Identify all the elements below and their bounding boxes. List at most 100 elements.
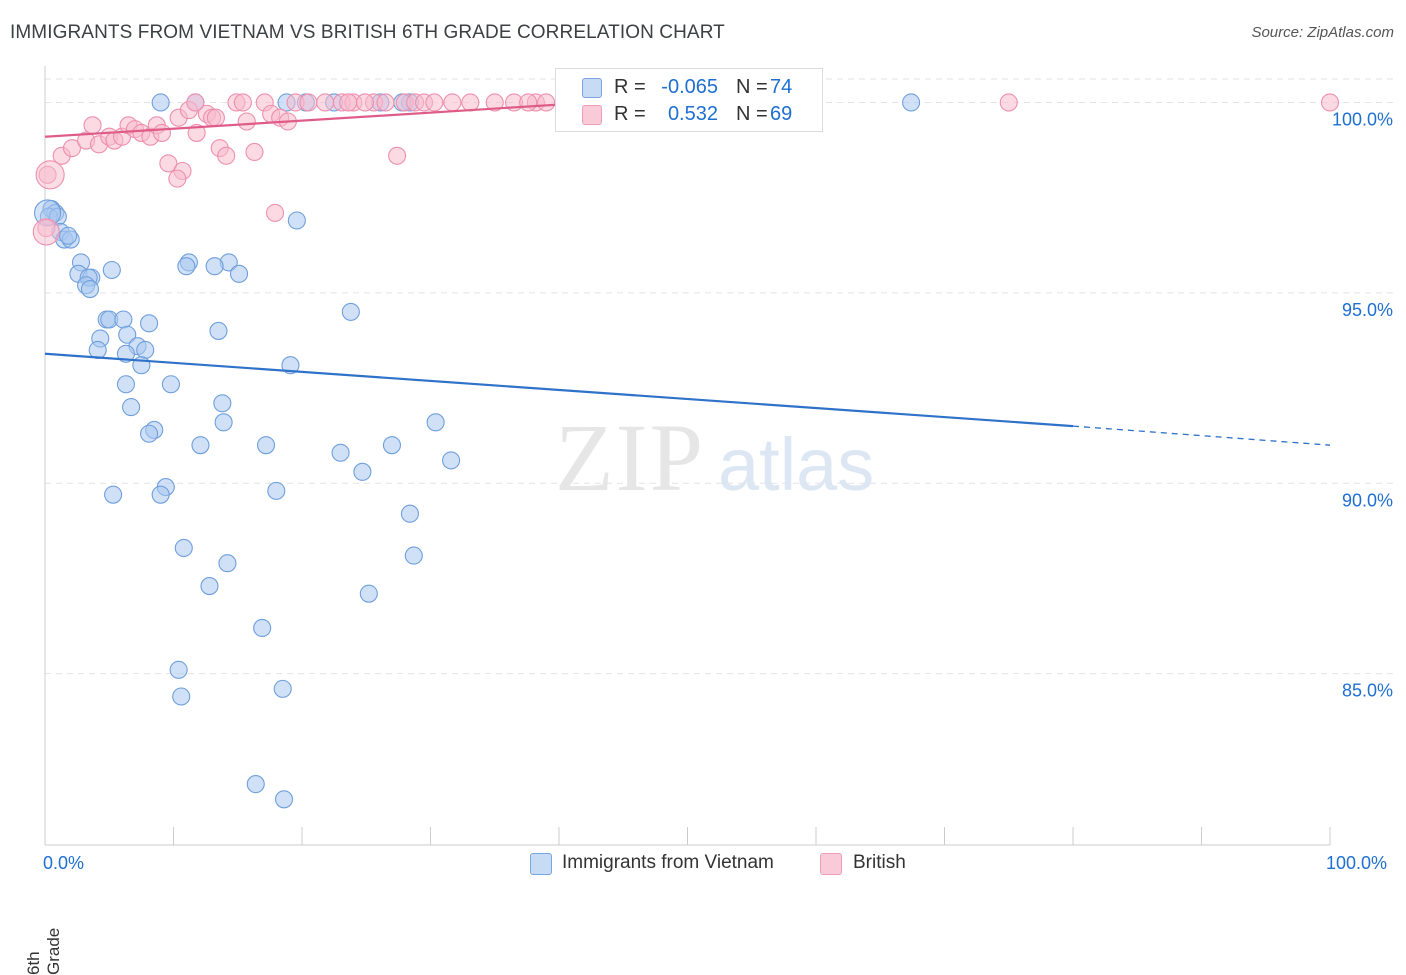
data-point [299, 93, 318, 112]
data-point [140, 424, 159, 443]
data-point [172, 687, 191, 706]
data-point [159, 154, 178, 173]
data-point [59, 226, 78, 245]
legend: R = -0.065 N = 74 R = 0.532 N = 69 [555, 68, 823, 132]
data-point [253, 618, 272, 638]
scatter-chart: ZIP atlas 85.0% 90.0% 95.0% 100.0% [32, 66, 1393, 846]
x-tick-label-max: 100.0% [1326, 853, 1388, 873]
data-point [168, 169, 187, 188]
legend-r-value: 0.532 [667, 103, 718, 125]
data-point [161, 375, 180, 394]
legend-r-value: -0.065 [661, 76, 718, 98]
data-point [388, 146, 407, 165]
data-point [206, 108, 225, 127]
data-point [152, 123, 171, 142]
data-point [404, 546, 423, 565]
data-point [177, 257, 196, 276]
data-point [83, 116, 102, 135]
data-point [151, 93, 170, 112]
data-point [355, 93, 375, 112]
y-axis-label: 6th Grade [24, 927, 63, 975]
data-point [218, 554, 237, 573]
data-point [151, 485, 170, 504]
data-point [169, 660, 188, 679]
bottom-legend-swatch-british [820, 853, 842, 875]
data-point [200, 577, 219, 596]
data-point [246, 775, 265, 794]
data-point [287, 211, 306, 230]
legend-swatch-vietnam [582, 78, 602, 98]
watermark-atlas: atlas [718, 423, 874, 506]
y-tick-label: 100.0% [1332, 109, 1393, 129]
data-point [267, 481, 286, 500]
data-point [339, 93, 358, 112]
bottom-legend-label-british: British [853, 852, 906, 873]
data-point [273, 679, 292, 698]
data-point [136, 340, 155, 360]
data-point [353, 462, 372, 481]
data-point [902, 93, 921, 112]
legend-n-value: 69 [770, 103, 793, 125]
data-point [191, 436, 210, 455]
data-point [316, 93, 335, 112]
tick-labels: 85.0% 90.0% 95.0% 100.0% [1332, 109, 1393, 700]
data-point-large [32, 218, 60, 246]
data-point [140, 314, 159, 333]
data-point [425, 93, 444, 112]
data-point [426, 413, 445, 432]
data-point [1320, 93, 1340, 112]
data-point [382, 436, 402, 455]
data-point [485, 93, 504, 112]
data-point [217, 146, 236, 165]
axes [44, 66, 1331, 846]
legend-r-label: R = [614, 103, 646, 125]
chart-title: IMMIGRANTS FROM VIETNAM VS BRITISH 6TH G… [10, 22, 725, 43]
data-point [205, 257, 224, 276]
trend-line-vietnam [44, 352, 1074, 428]
legend-row-vietnam: R = -0.065 N = 74 [556, 73, 822, 101]
y-tick-label: 90.0% [1342, 490, 1393, 510]
legend-n-label: N = [736, 76, 768, 98]
data-point [442, 451, 461, 470]
data-point [209, 321, 228, 340]
legend-n-value: 74 [770, 76, 793, 98]
data-point [62, 139, 82, 158]
data-point [118, 325, 137, 344]
legend-r-label: R = [614, 76, 646, 98]
data-point [174, 538, 193, 558]
legend-swatch-british [582, 105, 602, 125]
data-point [245, 142, 264, 162]
legend-row-british: R = 0.532 N = 69 [556, 100, 822, 128]
data-point [519, 93, 538, 112]
data-point [281, 356, 300, 375]
data-point-large [35, 160, 65, 190]
data-point [122, 398, 141, 417]
data-point [359, 584, 378, 603]
watermark-zip: ZIP [555, 404, 705, 511]
source-label: Source: ZipAtlas.com [1251, 24, 1394, 41]
data-point [229, 264, 249, 283]
data-point [999, 93, 1018, 112]
trend-lines [44, 99, 1331, 446]
bottom-legend-swatch-vietnam [530, 853, 552, 875]
gridlines [45, 78, 1393, 675]
data-point [256, 436, 276, 455]
data-point [233, 93, 252, 112]
data-point [443, 93, 462, 112]
data-point [537, 93, 556, 112]
data-point [114, 310, 133, 329]
series-vietnam-points [34, 93, 921, 809]
data-point [116, 344, 136, 363]
data-point [102, 260, 121, 280]
trend-line-british [44, 99, 624, 138]
legend-n-label: N = [736, 103, 768, 125]
data-point [400, 504, 419, 523]
data-point [80, 279, 100, 299]
data-point [274, 790, 294, 809]
bottom-legend-label-vietnam: Immigrants from Vietnam [562, 852, 774, 873]
data-point [331, 443, 350, 462]
y-tick-label: 85.0% [1342, 681, 1393, 701]
data-point [461, 93, 480, 112]
data-point [104, 485, 123, 504]
x-tick-label-min: 0.0% [43, 853, 85, 873]
